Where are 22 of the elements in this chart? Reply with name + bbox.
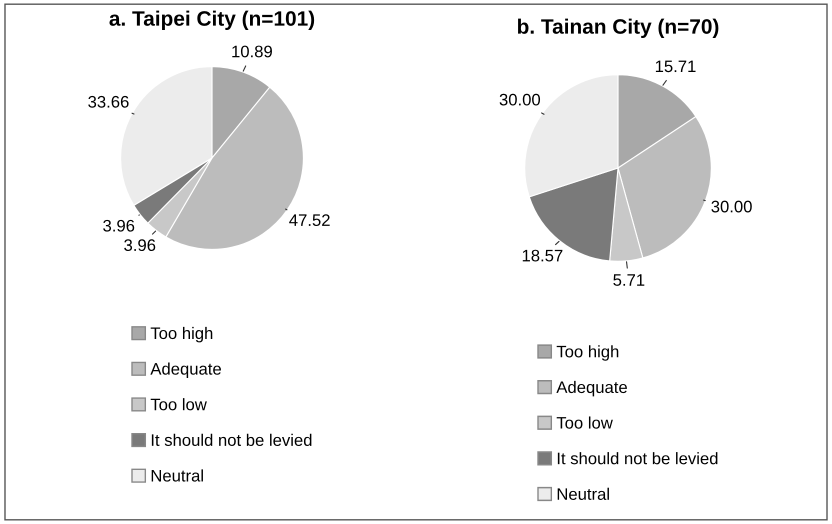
data-label: 15.71	[656, 60, 696, 72]
data-label: 33.66	[88, 96, 129, 108]
data-label: 10.89	[232, 46, 272, 58]
data-label: 47.52	[289, 214, 330, 226]
legend-label: Too high	[556, 345, 618, 361]
chart-title: b. Tainan City (n=70)	[518, 18, 718, 38]
chart-title: a. Taipei City (n=101)	[109, 10, 314, 30]
legend-label: Neutral	[558, 488, 609, 500]
data-label: 30.00	[711, 200, 752, 212]
legend-label: Too low	[150, 398, 207, 410]
data-label: 3.96	[124, 239, 156, 252]
legend-label: It should not be levied	[152, 434, 312, 446]
legend-label: Adequate	[150, 362, 221, 378]
data-label: 3.96	[103, 220, 134, 232]
legend-label: Too low	[556, 416, 613, 429]
legend-label: It should not be levied	[558, 452, 718, 464]
legend-label: Neutral	[152, 469, 203, 482]
legend-label: Adequate	[556, 380, 627, 396]
data-label: 30.00	[500, 94, 540, 106]
data-label: 18.57	[522, 250, 562, 262]
data-label: 5.71	[613, 274, 644, 286]
legend-label: Too high	[150, 326, 212, 342]
